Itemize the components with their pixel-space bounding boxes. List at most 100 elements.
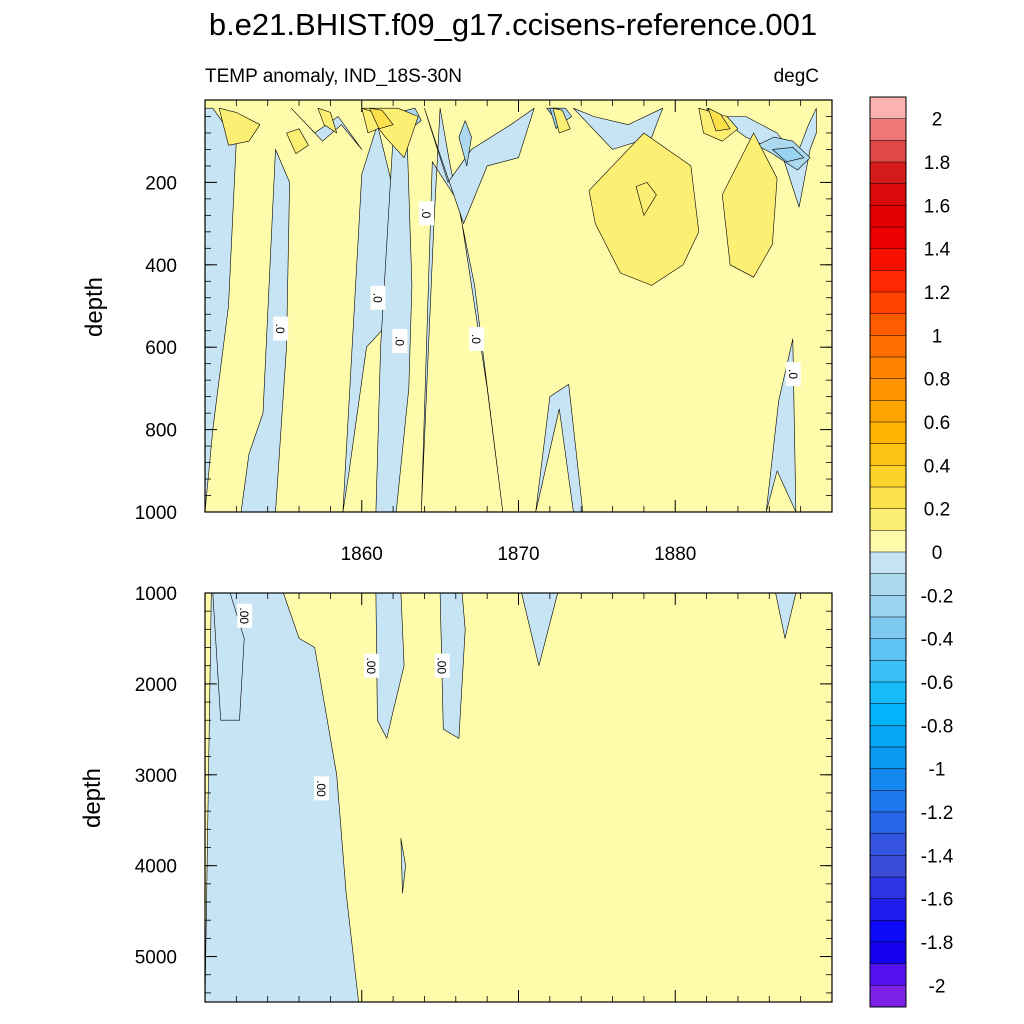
- y-tick-label: 2000: [135, 675, 177, 696]
- colorbar-swatch: [870, 183, 906, 206]
- colorbar-swatch: [870, 552, 906, 575]
- svg-text:.00: .00: [364, 657, 378, 674]
- y-tick-label: 800: [145, 421, 177, 442]
- colorbar-swatch: [870, 443, 906, 466]
- colorbar-swatch: [870, 877, 906, 900]
- svg-text:.00: .00: [435, 657, 449, 674]
- contour-region: [400, 838, 406, 894]
- contour-region: [369, 107, 394, 130]
- contour-region: [521, 593, 558, 666]
- colorbar-tick-label: 1.6: [924, 196, 950, 217]
- lower-panel: 1000 2000 3000 4000 5000 .00 .00 .00 .00: [135, 584, 833, 1003]
- contour-region: [722, 132, 778, 278]
- colorbar-tick-label: 0.4: [924, 456, 951, 477]
- contour-label: .00: [364, 653, 380, 678]
- colorbar-swatch: [870, 703, 906, 726]
- colorbar-swatch: [870, 140, 906, 163]
- colorbar-tick-label: 1.4: [924, 240, 951, 261]
- colorbar-swatch: [870, 313, 906, 336]
- x-tick-label: 1880: [654, 544, 696, 565]
- contour-region: [775, 593, 797, 639]
- colorbar-tick-label: -1.2: [921, 803, 954, 824]
- contour-label: .0: [469, 326, 485, 351]
- colorbar-swatch: [870, 963, 906, 986]
- contour-region: [424, 107, 535, 224]
- colorbar-tick-label: 0.8: [924, 370, 950, 391]
- colorbar-swatch: [870, 638, 906, 661]
- colorbar-swatch: [870, 422, 906, 445]
- upper-right-label: degC: [774, 66, 819, 87]
- colorbar-tick-label: 1.8: [924, 153, 950, 174]
- svg-text:.00: .00: [314, 780, 328, 797]
- colorbar-swatch: [870, 682, 906, 705]
- svg-text:.0: .0: [419, 208, 433, 218]
- contour-region: [375, 136, 413, 512]
- colorbar-swatch: [870, 898, 906, 921]
- contour-region: [439, 593, 466, 739]
- colorbar-tick-label: 2: [932, 110, 943, 131]
- colorbar-swatch: [870, 248, 906, 271]
- colorbar-swatch: [870, 768, 906, 791]
- contour-label: .00: [434, 653, 450, 678]
- contour-label: .0: [370, 285, 386, 310]
- colorbar-swatch: [870, 985, 906, 1008]
- colorbar-swatch: [870, 292, 906, 315]
- colorbar-swatch: [870, 378, 906, 401]
- svg-text:.0: .0: [786, 369, 800, 379]
- contour-region: [290, 107, 363, 150]
- colorbar-swatch: [870, 118, 906, 141]
- colorbar-swatch: [870, 205, 906, 228]
- colorbar-tick-label: 0.2: [924, 500, 950, 521]
- y-tick-label: 5000: [135, 948, 177, 969]
- colorbar-swatch: [870, 508, 906, 531]
- colorbar-swatch: [870, 747, 906, 770]
- y-tick-label: 600: [145, 338, 177, 359]
- colorbar-swatch: [870, 400, 906, 423]
- contour-region: [205, 593, 359, 1002]
- contour-region: [535, 384, 584, 512]
- colorbar-swatch: [870, 660, 906, 683]
- contour-region: [218, 107, 261, 146]
- colorbar-swatch: [870, 487, 906, 510]
- colorbar-tick-label: -1.8: [921, 933, 954, 954]
- contour-label: .00: [313, 776, 329, 801]
- colorbar-swatch: [870, 227, 906, 250]
- contour-region: [421, 107, 504, 512]
- colorbar-tick-label: -0.4: [921, 630, 954, 651]
- colorbar: 2 1.8 1.6 1.4 1.2 1 0.8 0.6 0.4 0.2 0 -0.2 -0.4 -0.6 -…: [869, 96, 954, 1008]
- colorbar-tick-label: -0.8: [921, 716, 954, 737]
- x-tick-label: 1860: [341, 544, 383, 565]
- colorbar-swatch: [870, 335, 906, 358]
- colorbar-swatch: [870, 465, 906, 488]
- colorbar-tick-label: -0.6: [921, 673, 954, 694]
- colorbar-tick-label: -0.2: [921, 586, 954, 607]
- colorbar-swatch: [870, 270, 906, 293]
- contour-region: [240, 149, 290, 512]
- colorbar-swatch: [870, 617, 906, 640]
- colorbar-tick-label: 1.2: [924, 283, 950, 304]
- contour-region: [212, 593, 245, 721]
- colorbar-swatch: [870, 812, 906, 835]
- contour-region: [552, 107, 571, 134]
- figure-title: b.e21.BHIST.f09_g17.ccisens-reference.00…: [209, 7, 817, 42]
- colorbar-tick-label: 0: [932, 543, 943, 564]
- y-tick-label: 1000: [135, 503, 177, 524]
- contour-region: [317, 107, 337, 134]
- x-tick-label: 1870: [497, 544, 539, 565]
- y-tick-label: 400: [145, 256, 177, 277]
- svg-text:.0: .0: [392, 336, 406, 346]
- colorbar-tick-label: -1.6: [921, 890, 954, 911]
- contour-region: [707, 107, 731, 132]
- y-tick-label: 3000: [135, 766, 177, 787]
- colorbar-swatch: [870, 595, 906, 618]
- colorbar-swatch: [870, 725, 906, 748]
- colorbar-tick-label: 1: [932, 326, 943, 347]
- y-tick-label: 4000: [135, 857, 177, 878]
- svg-text:.0: .0: [370, 293, 384, 303]
- colorbar-frame: [869, 96, 907, 1008]
- lower-y-axis-title: depth: [79, 768, 106, 828]
- contour-region: [375, 593, 405, 739]
- colorbar-swatch: [870, 573, 906, 596]
- upper-left-label: TEMP anomaly, IND_18S-30N: [205, 66, 462, 87]
